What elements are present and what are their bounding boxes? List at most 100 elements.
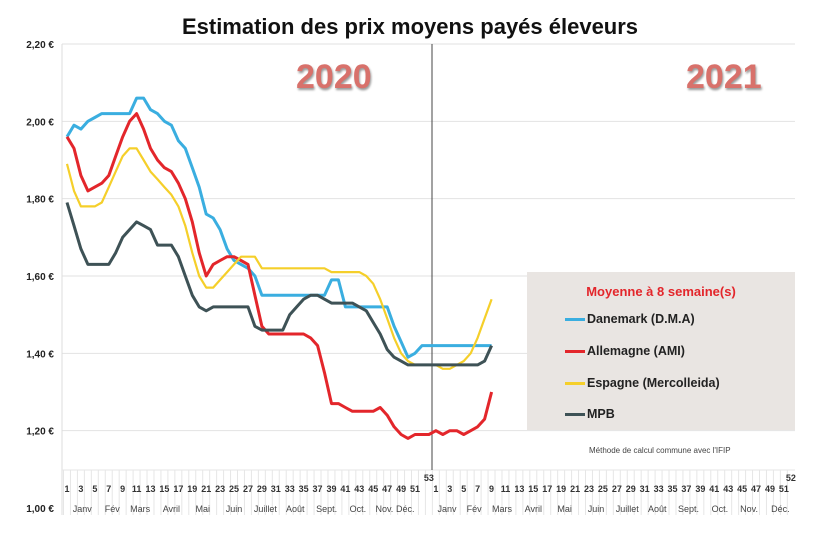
month-label: Oct.: [350, 504, 367, 514]
month-label: Mai: [195, 504, 210, 514]
chart-title: Estimation des prix moyens payés éleveur…: [181, 14, 639, 39]
week-tick-label: 7: [475, 484, 480, 494]
y-tick-label: 1,80 €: [26, 195, 54, 206]
week-tick-label: 1: [433, 484, 438, 494]
month-label: Juin: [588, 504, 605, 514]
legend-swatch: [565, 349, 585, 353]
week-tick-label: 9: [489, 484, 494, 494]
year-label-2020: 2020: [296, 58, 372, 96]
month-label: Juillet: [254, 504, 278, 514]
week-tick-label: 41: [340, 484, 350, 494]
week-tick-label: 31: [271, 484, 281, 494]
week-tick-label: 49: [396, 484, 406, 494]
legend: Moyenne à 8 semaine(s) Danemark (D.M.A) …: [527, 272, 795, 430]
month-label: Oct.: [712, 504, 729, 514]
week-tick-label: 37: [681, 484, 691, 494]
week-tick-label: 19: [187, 484, 197, 494]
month-label: Août: [286, 504, 305, 514]
legend-item-espagne: Espagne (Mercolleida): [565, 376, 720, 390]
month-label: Janv: [438, 504, 458, 514]
week-tick-label: 39: [695, 484, 705, 494]
y-tick-label: 1,00 €: [26, 504, 54, 515]
series-line-allemagne: [65, 112, 494, 440]
month-label: Fév: [467, 504, 483, 514]
week-tick-label: 27: [243, 484, 253, 494]
week-tick-label: 1: [64, 484, 69, 494]
week-tick-label: 25: [229, 484, 239, 494]
month-label: Avril: [525, 504, 542, 514]
legend-title: Moyenne à 8 semaine(s): [586, 284, 736, 299]
week-tick-label: 35: [668, 484, 678, 494]
week-tick-label: 35: [299, 484, 309, 494]
month-label: Avril: [163, 504, 180, 514]
legend-swatch: [565, 412, 585, 416]
year-label-2021: 2021: [686, 58, 762, 96]
week-tick-label: 39: [326, 484, 336, 494]
week-tick-label: 21: [201, 484, 211, 494]
week-tick-label: 11: [132, 484, 142, 494]
legend-label: Danemark (D.M.A): [587, 312, 695, 326]
week-tick-label: 52: [786, 473, 796, 483]
week-tick-label: 51: [410, 484, 420, 494]
week-tick-label: 29: [257, 484, 267, 494]
week-tick-label: 13: [146, 484, 156, 494]
series-line-espagne: [65, 147, 493, 370]
week-tick-label: 47: [382, 484, 392, 494]
week-tick-label: 13: [514, 484, 524, 494]
legend-label: MPB: [587, 407, 615, 421]
week-tick-label: 19: [556, 484, 566, 494]
week-tick-label: 33: [285, 484, 295, 494]
week-tick-label: 3: [78, 484, 83, 494]
month-label: Nov.: [375, 504, 393, 514]
week-tick-label: 47: [751, 484, 761, 494]
series-line-danemark: [65, 96, 492, 359]
week-tick-label: 45: [737, 484, 747, 494]
week-tick-label: 51: [779, 484, 789, 494]
week-tick-label: 27: [612, 484, 622, 494]
legend-item-danemark: Danemark (D.M.A): [565, 312, 695, 326]
week-tick-label: 45: [368, 484, 378, 494]
week-tick-label: 5: [461, 484, 466, 494]
week-tick-label: 17: [542, 484, 552, 494]
week-tick-label: 21: [570, 484, 580, 494]
week-tick-label: 9: [120, 484, 125, 494]
week-tick-label: 43: [723, 484, 733, 494]
week-tick-label: 23: [215, 484, 225, 494]
week-tick-label: 5: [92, 484, 97, 494]
legend-swatch: [565, 381, 585, 385]
week-tick-label: 17: [173, 484, 183, 494]
footnote: Méthode de calcul commune avec l'IFIP: [589, 446, 731, 455]
week-tick-label: 37: [313, 484, 323, 494]
week-tick-label: 31: [640, 484, 650, 494]
week-tick-label: 15: [159, 484, 169, 494]
y-tick-label: 1,60 €: [26, 272, 54, 283]
month-label: Mars: [492, 504, 512, 514]
legend-item-mpb: MPB: [565, 407, 615, 421]
month-label: Déc.: [771, 504, 790, 514]
month-label: Déc.: [396, 504, 415, 514]
series-line-mpb: [65, 202, 493, 367]
month-label: Mars: [130, 504, 150, 514]
week-tick-label: 33: [654, 484, 664, 494]
y-tick-label: 1,40 €: [26, 349, 54, 360]
week-tick-label: 3: [447, 484, 452, 494]
y-tick-label: 1,20 €: [26, 427, 54, 438]
month-label: Sept.: [316, 504, 337, 514]
month-label: Janv: [73, 504, 93, 514]
month-label: Juillet: [616, 504, 640, 514]
month-label: Août: [648, 504, 667, 514]
week-tick-label: 29: [626, 484, 636, 494]
week-tick-label: 43: [354, 484, 364, 494]
week-tick-label: 41: [709, 484, 719, 494]
week-tick-label: 49: [765, 484, 775, 494]
month-label: Mai: [557, 504, 572, 514]
legend-item-allemagne: Allemagne (AMI): [565, 344, 685, 358]
week-tick-label: 11: [501, 484, 511, 494]
month-label: Fév: [105, 504, 121, 514]
y-tick-label: 2,20 €: [26, 40, 54, 51]
week-tick-label: 15: [528, 484, 538, 494]
week-tick-label: 23: [584, 484, 594, 494]
legend-label: Allemagne (AMI): [587, 344, 685, 358]
